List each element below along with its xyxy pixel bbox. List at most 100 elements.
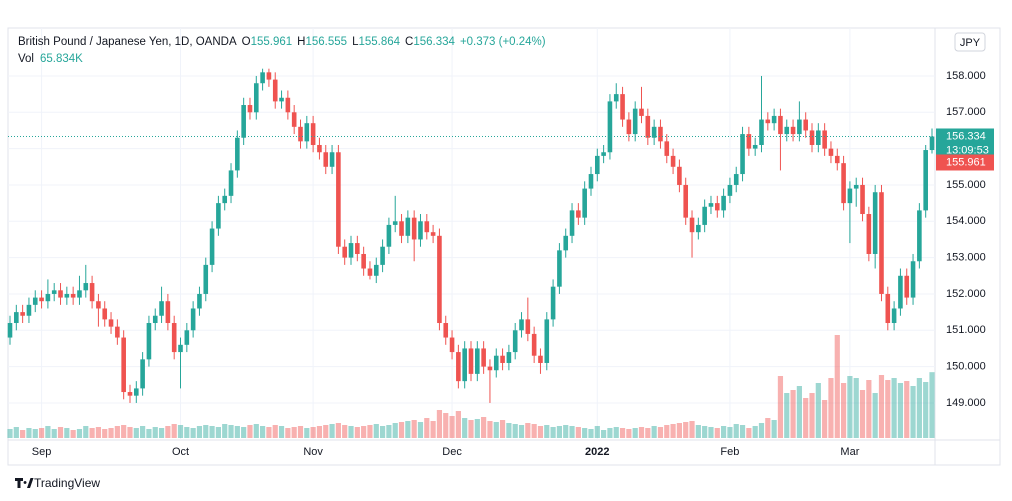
volume-line: Vol 65.834K (18, 53, 83, 65)
candle-body (475, 348, 480, 374)
volume-bar (613, 427, 619, 438)
volume-bar (253, 424, 259, 438)
volume-bar (859, 390, 866, 438)
volume-bar (866, 380, 872, 438)
ohlc-key: H (297, 36, 305, 48)
candle-body (152, 315, 158, 324)
candle-body (462, 348, 467, 382)
volume-bar (203, 425, 209, 438)
candle-body (146, 323, 152, 360)
candle-body (298, 126, 303, 142)
candle-body (127, 392, 133, 396)
candle-body (809, 130, 815, 145)
volume-bar (436, 410, 443, 438)
volume-bar (481, 417, 487, 438)
candle-body (860, 184, 865, 215)
candle-body (531, 333, 537, 356)
volume-bar (746, 428, 752, 438)
candle-body (304, 123, 310, 142)
currency-label[interactable]: JPY (960, 37, 981, 49)
volume-bar (64, 428, 70, 438)
volume-bar (638, 427, 645, 438)
volume-bar (26, 428, 32, 438)
candle-body (727, 184, 733, 196)
candle-body (437, 235, 442, 324)
volume-bar (733, 424, 739, 438)
volume-bar (790, 390, 796, 438)
volume-bar (184, 427, 190, 438)
candle-body (45, 293, 51, 302)
candle-body (14, 312, 19, 324)
volume-bar (803, 398, 809, 438)
volume-bar (468, 420, 474, 438)
candle-body (651, 126, 657, 138)
candle-body (253, 83, 259, 113)
volume-bar (594, 426, 600, 438)
volume-bar (228, 425, 234, 438)
y-tick-label: 152.000 (946, 288, 986, 300)
volume-bar (57, 427, 64, 438)
candle-body (140, 359, 145, 389)
x-tick-label: Nov (303, 446, 323, 458)
volume-bar (127, 427, 133, 438)
volume-bar (771, 420, 777, 438)
candle-body (872, 192, 878, 254)
volume-bar (493, 422, 499, 438)
volume-bar (683, 422, 689, 438)
volume-bar (499, 420, 506, 438)
volume-bar (487, 421, 493, 438)
candle-body (891, 308, 897, 324)
candle-body (670, 155, 676, 167)
candle-body (557, 250, 562, 287)
candle-body (563, 235, 569, 251)
y-tick-label: 149.000 (946, 397, 986, 409)
candle-body (841, 163, 846, 204)
volume-bar (45, 426, 51, 438)
volume-bar (891, 378, 897, 438)
candle-body (323, 152, 329, 167)
candle-body (247, 105, 253, 113)
volume-bar (304, 428, 310, 438)
candle-body (32, 297, 38, 305)
candle-body (733, 174, 739, 185)
candle-body (20, 312, 25, 316)
volume-bar (544, 425, 550, 438)
volume-key: Vol (18, 53, 34, 65)
countdown-label: 13:09:53 (946, 144, 989, 156)
volume-bar (398, 422, 405, 438)
currency-button[interactable] (954, 32, 986, 52)
candle-body (771, 115, 777, 124)
candle-body (266, 72, 272, 80)
volume-bar (607, 428, 613, 438)
candle-body (89, 283, 95, 302)
volume-bar (209, 426, 215, 438)
volume-bar (847, 376, 853, 438)
volume-bar (241, 427, 247, 438)
volume-bar (361, 426, 367, 438)
ohlc-value: 155.864 (358, 36, 400, 48)
volume-bar (689, 421, 695, 438)
candle-body (519, 319, 524, 331)
volume-bar (171, 424, 177, 438)
volume-bar (247, 425, 253, 438)
candle-body (310, 123, 316, 145)
volume-bar (828, 378, 834, 438)
candle-body (424, 221, 430, 233)
volume-bar (285, 428, 291, 438)
last-price-label: 156.334 (946, 130, 986, 142)
candle-body (866, 214, 872, 254)
candle-body (184, 330, 190, 345)
y-tick-label: 157.000 (946, 106, 986, 118)
candle-body (481, 348, 486, 367)
volume-pane (7, 335, 935, 438)
volume-bar (272, 425, 278, 438)
volume-bar (335, 423, 341, 438)
volume-bar (51, 429, 57, 438)
volume-bar (89, 428, 95, 438)
candle-body (853, 184, 859, 189)
candle-body (386, 224, 392, 247)
candle-body (500, 355, 505, 363)
candle-body (272, 79, 278, 102)
volume-bar (872, 393, 878, 438)
brand-name: TradingView (34, 476, 100, 490)
